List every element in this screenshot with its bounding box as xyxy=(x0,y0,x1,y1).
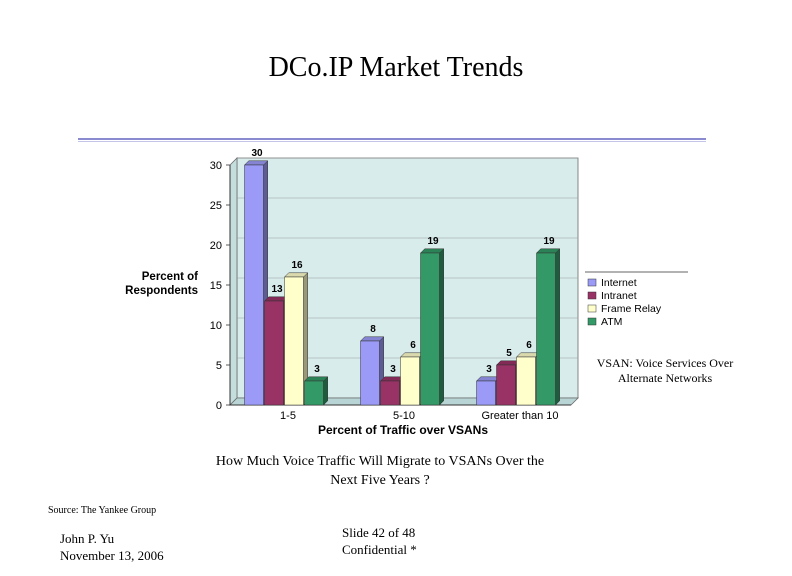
bar xyxy=(476,380,496,406)
confidential-label: Confidential * xyxy=(342,542,417,557)
bar-top xyxy=(303,376,329,382)
bar-top xyxy=(379,376,405,382)
bar-value-label: 3 xyxy=(486,364,492,375)
y-tick-label: 25 xyxy=(210,200,222,212)
vsan-annotation-line1: VSAN: Voice Services Over xyxy=(596,356,734,370)
title-divider-shadow xyxy=(78,141,706,142)
bar xyxy=(304,380,324,406)
bar xyxy=(264,300,284,406)
bar-value-label: 19 xyxy=(427,236,439,247)
bar-value-label: 16 xyxy=(291,260,303,271)
x-axis-label: Percent of Traffic over VSANs xyxy=(317,423,489,437)
bar-value-label: 19 xyxy=(543,236,555,247)
vsan-annotation: VSAN: Voice Services Over Alternate Netw… xyxy=(585,356,745,386)
x-tick-label: Greater than 10 xyxy=(481,410,558,422)
slide-title: DCo.IP Market Trends xyxy=(268,52,524,83)
bar-value-label: 5 xyxy=(506,348,512,359)
footer-author: John P. Yu November 13, 2006 xyxy=(60,530,164,564)
vsan-annotation-line2: Alternate Networks xyxy=(617,371,713,385)
bar-top xyxy=(399,352,425,358)
y-tick-label: 20 xyxy=(210,240,222,252)
bar-side xyxy=(555,248,560,406)
chart-caption: How Much Voice Traffic Will Migrate to V… xyxy=(150,452,610,490)
bar xyxy=(516,356,536,406)
bar-value-label: 8 xyxy=(370,324,376,335)
legend-swatch xyxy=(587,317,597,326)
y-tick-label: 0 xyxy=(216,400,222,412)
legend-swatch xyxy=(587,304,597,313)
x-tick-label: 1-5 xyxy=(280,410,296,422)
legend-label: Intranet xyxy=(601,290,637,302)
chart-data-labels: 30 13 16 3 8 3 6 19 3 5 6 19 xyxy=(251,148,555,375)
bar-top xyxy=(359,336,385,342)
bar xyxy=(244,164,264,406)
bar-side xyxy=(439,248,444,406)
bar xyxy=(284,276,304,406)
slide-number: Slide 42 of 48 xyxy=(342,525,416,540)
bar-top xyxy=(515,352,541,358)
legend-label: ATM xyxy=(601,316,622,328)
author-date: November 13, 2006 xyxy=(60,548,164,563)
bar xyxy=(496,364,516,406)
bar-value-label: 30 xyxy=(251,148,263,159)
title-divider xyxy=(78,138,706,140)
bar-value-label: 3 xyxy=(390,364,396,375)
bar xyxy=(360,340,380,406)
bar xyxy=(400,356,420,406)
legend-swatch xyxy=(587,278,597,287)
source-note: Source: The Yankee Group xyxy=(48,505,157,516)
y-axis-label: Percent of Respondents xyxy=(80,270,198,298)
y-tick-label: 30 xyxy=(210,160,222,172)
bar-value-label: 3 xyxy=(314,364,320,375)
bar-value-label: 13 xyxy=(271,284,283,295)
bar-top xyxy=(263,296,289,302)
chart-side-wall xyxy=(229,157,238,406)
legend-label: Frame Relay xyxy=(601,303,662,315)
bar xyxy=(380,380,400,406)
bar-top xyxy=(419,248,445,254)
legend-label: Internet xyxy=(601,277,637,289)
y-axis-label-line2: Respondents xyxy=(125,285,198,297)
bar-top xyxy=(495,360,521,366)
bar-value-label: 6 xyxy=(410,340,416,351)
bar xyxy=(536,252,556,406)
bar-top xyxy=(535,248,561,254)
bar-top xyxy=(475,376,501,382)
y-tick-label: 5 xyxy=(216,360,222,372)
bar-top xyxy=(283,272,309,278)
y-tick-label: 15 xyxy=(210,280,222,292)
x-tick-label: 5-10 xyxy=(393,410,415,422)
author-name: John P. Yu xyxy=(60,531,115,546)
caption-line2: Next Five Years ? xyxy=(330,473,430,488)
y-axis-label-line1: Percent of xyxy=(141,271,198,283)
bar xyxy=(420,252,440,406)
bar-value-label: 6 xyxy=(526,340,532,351)
y-tick-label: 10 xyxy=(210,320,222,332)
caption-line1: How Much Voice Traffic Will Migrate to V… xyxy=(215,454,545,469)
bar-side xyxy=(323,376,328,406)
chart-bars xyxy=(243,160,561,406)
footer-slide-info: Slide 42 of 48 Confidential * xyxy=(342,524,417,558)
bar-top xyxy=(243,160,269,166)
legend-swatch xyxy=(587,291,597,300)
